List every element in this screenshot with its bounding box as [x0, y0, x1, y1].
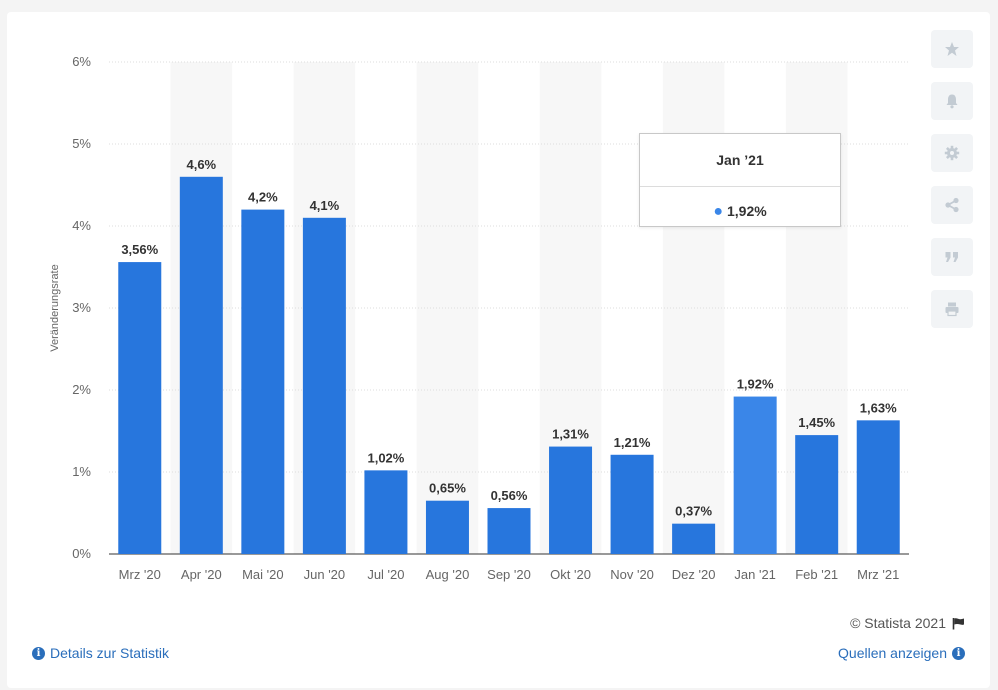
- y-tick-label: 5%: [72, 136, 91, 151]
- bar: [302, 217, 346, 555]
- share-icon: [945, 197, 959, 213]
- bar: [425, 500, 469, 554]
- y-tick-label: 6%: [72, 54, 91, 69]
- data-label: 1,21%: [614, 435, 651, 450]
- bar: [610, 454, 654, 554]
- info-icon: i: [32, 646, 45, 660]
- data-label: 0,37%: [675, 504, 712, 519]
- data-label: 1,92%: [737, 377, 774, 392]
- bar: [487, 508, 531, 554]
- bar: [364, 470, 408, 554]
- data-label: 3,56%: [121, 242, 158, 257]
- x-tick-label: Feb '21: [795, 567, 838, 582]
- y-tick-label: 1%: [72, 464, 91, 479]
- x-tick-label: Mai '20: [242, 567, 284, 582]
- bar: [179, 176, 223, 555]
- bell-icon: [946, 94, 958, 109]
- data-label: 4,1%: [310, 198, 340, 213]
- bar: [118, 262, 162, 554]
- gear-icon: [944, 145, 960, 161]
- data-label: 4,2%: [248, 190, 278, 205]
- tooltip-value: 1,92%: [726, 203, 767, 219]
- background-band: [416, 62, 479, 554]
- flag-icon[interactable]: [952, 617, 965, 630]
- copyright-text: © Statista 2021: [850, 615, 946, 631]
- data-label: 0,65%: [429, 481, 466, 496]
- bar-chart: 0% 1% 2% 3% 4% 5% 6% Veränderungsrate 3,56% Mrz '…: [49, 54, 909, 582]
- info-icon: i: [952, 646, 965, 660]
- details-link-label: Details zur Statistik: [50, 645, 170, 661]
- sources-link-label: Quellen anzeigen: [838, 645, 947, 661]
- copyright: © Statista 2021: [850, 615, 965, 631]
- x-tick-label: Apr '20: [181, 567, 222, 582]
- bar: [672, 523, 716, 554]
- star-icon: [945, 42, 959, 56]
- bar: [241, 209, 285, 554]
- y-axis-label: Veränderungsrate: [49, 264, 61, 351]
- x-tick-label: Sep '20: [487, 567, 531, 582]
- print-icon: [945, 302, 959, 317]
- x-tick-label: Dez '20: [672, 567, 716, 582]
- quote-icon: [945, 252, 958, 262]
- sources-link[interactable]: Quellen anzeigen i: [838, 645, 965, 661]
- x-tick-label: Aug '20: [426, 567, 470, 582]
- x-tick-label: Mrz '20: [119, 567, 161, 582]
- notification-button[interactable]: [931, 82, 973, 120]
- x-tick-label: Mrz '21: [857, 567, 899, 582]
- data-label: 1,45%: [798, 415, 835, 430]
- x-tick-label: Jun '20: [304, 567, 346, 582]
- chart-card: 0% 1% 2% 3% 4% 5% 6% Veränderungsrate 3,56% Mrz '…: [7, 12, 990, 688]
- x-tick-label: Nov '20: [610, 567, 654, 582]
- chart-tooltip: Jan ’21 ● 1,92%: [639, 133, 841, 227]
- x-tick-label: Okt '20: [550, 567, 591, 582]
- bar: [795, 435, 839, 554]
- share-button[interactable]: [931, 186, 973, 224]
- cite-button[interactable]: [931, 238, 973, 276]
- tooltip-title: Jan ’21: [640, 134, 840, 187]
- y-tick-label: 3%: [72, 300, 91, 315]
- details-link[interactable]: i Details zur Statistik: [32, 645, 169, 661]
- y-tick-label: 4%: [72, 218, 91, 233]
- bar: [856, 420, 900, 554]
- bar: [549, 446, 593, 554]
- y-tick-label: 2%: [72, 382, 91, 397]
- x-tick-label: Jul '20: [367, 567, 404, 582]
- bar: [733, 396, 777, 554]
- print-button[interactable]: [931, 290, 973, 328]
- data-label: 0,56%: [491, 488, 528, 503]
- x-tick-label: Jan '21: [734, 567, 776, 582]
- data-label: 1,02%: [367, 450, 404, 465]
- favorite-button[interactable]: [931, 30, 973, 68]
- data-label: 1,31%: [552, 427, 589, 442]
- tooltip-body: ● 1,92%: [640, 187, 840, 227]
- data-label: 1,63%: [860, 400, 897, 415]
- settings-button[interactable]: [931, 134, 973, 172]
- data-label: 4,6%: [186, 157, 216, 172]
- series-dot-icon: ●: [713, 203, 723, 220]
- y-tick-label: 0%: [72, 546, 91, 561]
